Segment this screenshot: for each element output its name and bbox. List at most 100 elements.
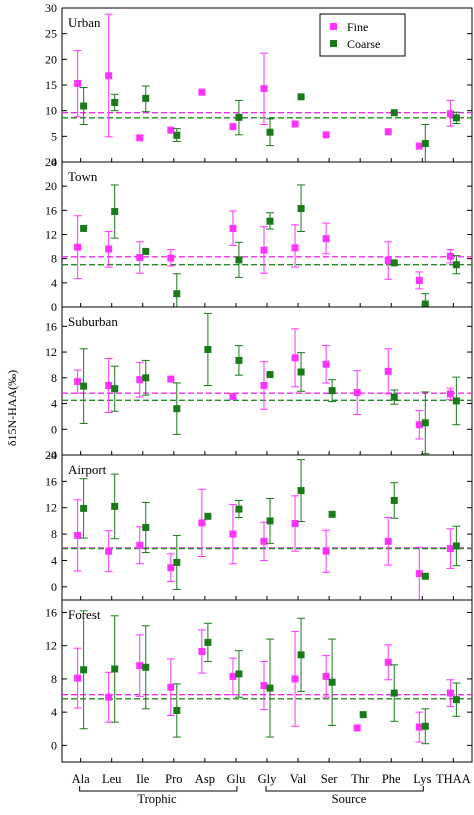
y-tick-label: 0	[51, 300, 57, 314]
coarse-point	[235, 356, 243, 364]
fine-point	[229, 530, 237, 538]
y-tick-label: 20	[45, 52, 57, 66]
panel-points	[73, 610, 461, 745]
fine-point	[260, 682, 268, 690]
coarse-point	[173, 290, 181, 298]
fine-point	[384, 128, 392, 136]
fine-point	[167, 254, 175, 262]
y-tick-label: 0	[51, 155, 57, 169]
y-tick-label: 16	[45, 605, 57, 619]
y-tick-label: 0	[51, 422, 57, 436]
y-tick-label: 20	[45, 448, 57, 462]
fine-point	[446, 252, 454, 260]
panel-town: 0 4 8 12 16 20 24 Town	[45, 155, 473, 314]
coarse-point	[111, 385, 119, 393]
fine-point	[291, 120, 299, 128]
fine-point	[136, 253, 144, 261]
coarse-point	[297, 205, 305, 213]
x-tick-label: Val	[290, 772, 307, 786]
legend: Fine Coarse	[319, 13, 406, 57]
y-tick-label: -4	[47, 448, 57, 462]
x-tick-label: Lys	[413, 772, 431, 786]
y-tick-label: 5	[51, 129, 57, 143]
y-tick-label: 4	[51, 397, 57, 411]
coarse-point	[266, 517, 274, 525]
fine-point	[415, 421, 423, 429]
coarse-point	[421, 722, 429, 730]
coarse-point	[452, 114, 460, 122]
y-tick-label: 4	[51, 553, 57, 567]
x-tick-label: Glu	[227, 772, 247, 786]
coarse-point	[390, 393, 398, 401]
coarse-point	[111, 502, 119, 510]
x-tick-label: Thr	[351, 772, 370, 786]
coarse-point	[142, 663, 150, 671]
fine-point	[322, 547, 330, 555]
coarse-point	[173, 558, 181, 566]
coarse-point	[452, 261, 460, 269]
coarse-point	[204, 638, 212, 646]
coarse-point	[80, 666, 88, 674]
y-tick-label: 12	[45, 345, 57, 359]
coarse-point	[204, 345, 212, 353]
coarse-point	[142, 94, 150, 102]
fine-point	[322, 360, 330, 368]
group-label-source: Source	[332, 792, 367, 806]
coarse-point	[173, 131, 181, 139]
fine-point	[198, 519, 206, 527]
coarse-point	[266, 128, 274, 136]
group-bracket-source	[265, 786, 424, 792]
panel-frame	[61, 454, 473, 601]
x-tick-label: Pro	[165, 772, 182, 786]
x-axis: Ala Leu Ile Pro Asp Glu Gly Val Ser Thr Phe Lys THAA	[72, 772, 471, 792]
coarse-point	[173, 405, 181, 413]
y-axis-label: δ15N-HAA(‰)	[5, 370, 19, 446]
coarse-point	[80, 224, 88, 232]
panel-urban: 0 5 10 15 20 25 30 Urban	[45, 1, 473, 169]
panel-points	[73, 459, 461, 600]
coarse-point	[328, 678, 336, 686]
panel-suburban: -4 0 4 8 12 16 Suburban	[45, 306, 473, 462]
fine-point	[322, 672, 330, 680]
coarse-point	[111, 665, 119, 673]
y-tick-label: 0	[51, 738, 57, 752]
fine-point	[74, 531, 82, 539]
coarse-point	[452, 542, 460, 550]
fine-point	[229, 392, 237, 400]
x-tick-label: Asp	[195, 772, 215, 786]
coarse-point	[235, 113, 243, 121]
fine-point	[260, 382, 268, 390]
coarse-point	[142, 524, 150, 531]
fine-point	[415, 570, 423, 578]
fine-point	[260, 246, 268, 254]
coarse-point	[297, 93, 305, 101]
panel-title: Forest	[68, 607, 101, 622]
coarse-point	[235, 505, 243, 513]
panel-forest: 0 4 8 12 16 Forest	[45, 599, 473, 763]
coarse-point	[421, 572, 429, 580]
y-tick-label: 10	[45, 104, 57, 118]
coarse-point	[390, 496, 398, 504]
coarse-point	[328, 387, 336, 395]
legend-coarse-label: Coarse	[347, 37, 380, 51]
coarse-point	[80, 102, 88, 110]
y-tick-label: 12	[45, 501, 57, 515]
fine-point	[74, 378, 82, 386]
y-tick-label: 16	[45, 474, 57, 488]
fine-point	[198, 648, 206, 656]
x-tick-label: Ala	[72, 772, 91, 786]
fine-point	[446, 110, 454, 118]
y-tick-label: 4	[51, 705, 57, 719]
panel-frame	[61, 306, 473, 456]
coarse-point	[266, 684, 274, 692]
fine-point	[167, 126, 175, 134]
fine-point	[291, 675, 299, 683]
fine-point	[198, 88, 206, 96]
fine-point	[322, 131, 330, 139]
x-tick-label: Gly	[258, 772, 278, 786]
fine-point	[291, 244, 299, 252]
legend-box	[319, 13, 406, 57]
x-tick-label: Ile	[136, 772, 150, 786]
coarse-point	[297, 368, 305, 376]
coarse-point	[421, 300, 429, 307]
